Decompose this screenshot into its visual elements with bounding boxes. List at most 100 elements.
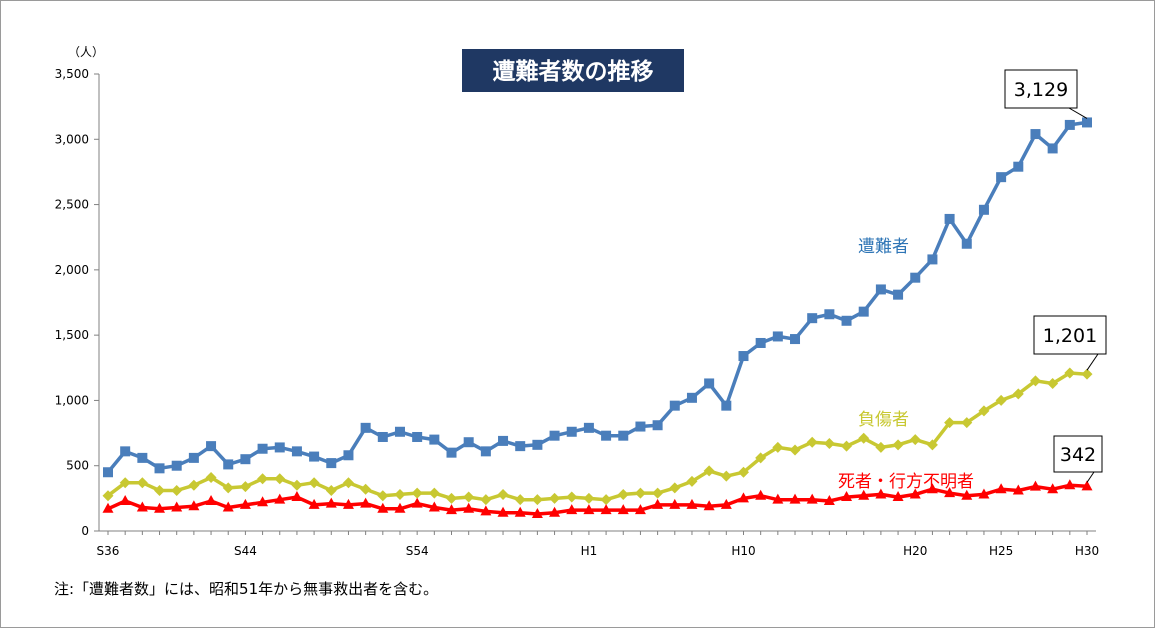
- data-point: [136, 501, 148, 512]
- data-point: [515, 441, 526, 452]
- data-point: [308, 498, 320, 509]
- data-point: [566, 491, 578, 503]
- data-point: [944, 487, 956, 498]
- data-point: [428, 501, 440, 512]
- data-point: [428, 487, 440, 499]
- data-point: [806, 493, 818, 504]
- data-point: [549, 506, 561, 517]
- data-point: [1082, 117, 1092, 128]
- series-injured: [102, 367, 1093, 506]
- data-point: [892, 439, 904, 451]
- data-point: [309, 451, 320, 462]
- data-point: [291, 479, 303, 491]
- data-point: [875, 441, 887, 453]
- chart-title-box: [462, 49, 684, 92]
- data-point: [1081, 480, 1093, 491]
- data-point: [325, 497, 337, 508]
- y-axis-unit-label: （人）: [68, 45, 104, 59]
- data-point: [944, 417, 956, 429]
- data-point: [617, 488, 629, 500]
- data-point: [206, 441, 217, 452]
- y-tick-label: 500: [66, 459, 89, 473]
- value-callout-dead-missing: 342: [1053, 435, 1103, 483]
- data-point: [686, 392, 697, 403]
- data-point: [154, 463, 165, 474]
- data-point: [291, 446, 302, 457]
- data-point: [790, 334, 801, 345]
- x-axis: S36 S44 S54 H1 H10 H20 H25 H30: [97, 530, 1099, 558]
- data-point: [927, 254, 938, 265]
- data-point: [188, 500, 200, 511]
- data-point: [412, 431, 423, 442]
- data-point: [429, 434, 440, 445]
- data-point: [772, 441, 784, 453]
- y-axis: 0 500 1,000 1,500 2,000 2,500 3,000 3,500: [55, 67, 100, 538]
- series-dead-missing: [102, 479, 1093, 519]
- data-point: [137, 452, 148, 463]
- data-point: [841, 440, 853, 452]
- data-point: [120, 446, 131, 457]
- data-point: [652, 487, 664, 499]
- data-point: [961, 417, 973, 429]
- data-point: [652, 498, 664, 509]
- data-point: [755, 337, 766, 348]
- data-point: [119, 477, 131, 489]
- callout-value: 1,201: [1043, 325, 1097, 347]
- data-point: [480, 446, 491, 457]
- data-point: [411, 487, 423, 499]
- data-point: [995, 483, 1007, 494]
- data-point: [961, 489, 973, 500]
- data-point: [583, 422, 594, 433]
- data-point: [343, 450, 354, 461]
- data-point: [824, 309, 835, 320]
- data-point: [652, 420, 663, 431]
- data-point: [497, 506, 509, 517]
- data-point: [704, 378, 715, 389]
- y-tick-label: 3,000: [55, 132, 89, 146]
- data-point: [875, 488, 887, 499]
- data-point: [308, 477, 320, 489]
- data-point: [669, 498, 681, 509]
- data-point: [1081, 368, 1093, 380]
- data-point: [617, 504, 629, 515]
- data-point: [823, 494, 835, 505]
- x-tick-label: S36: [97, 544, 120, 558]
- data-point: [119, 494, 131, 505]
- data-point: [446, 504, 458, 515]
- data-point: [566, 426, 577, 437]
- data-point: [463, 437, 474, 448]
- data-point: [222, 501, 234, 512]
- data-point: [858, 306, 869, 317]
- data-point: [944, 213, 955, 224]
- data-point: [737, 492, 749, 503]
- data-point: [514, 506, 526, 517]
- data-point: [549, 430, 560, 441]
- data-point: [978, 405, 990, 417]
- data-point: [669, 400, 680, 411]
- data-point: [497, 488, 509, 500]
- data-point: [772, 493, 784, 504]
- data-point: [463, 502, 475, 513]
- data-point: [1029, 480, 1041, 491]
- data-point: [222, 482, 234, 494]
- data-point: [892, 491, 904, 502]
- data-point: [1064, 479, 1076, 490]
- data-point: [634, 504, 646, 515]
- data-point: [257, 443, 268, 454]
- x-tick-label: H10: [731, 544, 755, 558]
- data-point: [360, 422, 371, 433]
- data-point: [446, 492, 458, 504]
- data-point: [1012, 388, 1024, 400]
- x-tick-label: H30: [1075, 544, 1099, 558]
- series-label-dead-missing: 死者・行方不明者: [838, 472, 974, 492]
- callout-layer: 3,129 1,201 342: [1004, 69, 1107, 483]
- data-point: [446, 447, 457, 458]
- data-point: [721, 400, 732, 411]
- data-point: [205, 494, 217, 505]
- data-point: [480, 494, 492, 506]
- data-point: [549, 492, 561, 504]
- data-point: [531, 494, 543, 506]
- data-point: [755, 452, 767, 464]
- y-tick-label: 3,500: [55, 67, 89, 81]
